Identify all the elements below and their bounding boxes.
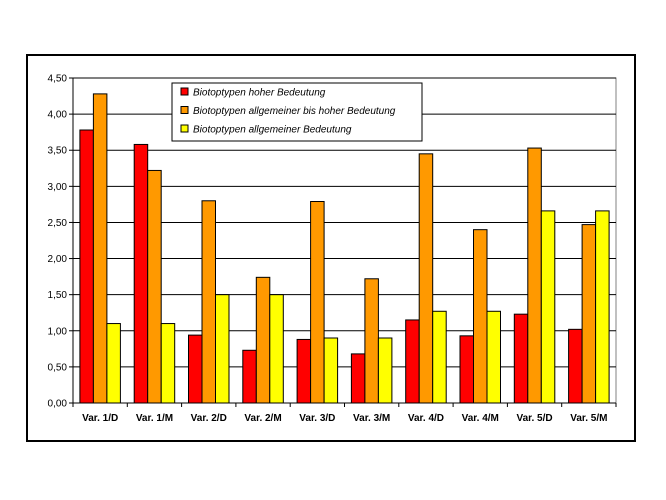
x-tick-label: Var. 5/D — [516, 413, 552, 424]
bar — [255, 276, 271, 404]
x-tick-label: Var. 1/M — [136, 413, 173, 424]
bar — [160, 323, 176, 404]
bar — [147, 169, 162, 404]
y-tick-label: 2,00 — [48, 254, 68, 265]
x-tick-label: Var. 3/M — [353, 413, 390, 424]
bar — [527, 147, 542, 404]
x-tick-label: Var. 1/D — [82, 413, 118, 424]
x-tick-label: Var. 2/D — [191, 413, 227, 424]
bar — [310, 201, 325, 404]
x-tick-label: Var. 2/M — [244, 413, 281, 424]
y-tick-label: 4,50 — [48, 74, 68, 85]
bar — [581, 224, 597, 404]
bar — [364, 278, 379, 404]
y-tick-label: 2,50 — [48, 218, 68, 229]
x-tick-label: Var. 4/D — [408, 413, 444, 424]
bar — [188, 334, 203, 404]
bar — [432, 310, 447, 404]
bar — [79, 129, 94, 404]
legend-label: Biotoptypen allgemeiner bis hoher Bedeut… — [193, 106, 396, 117]
bar — [405, 319, 420, 404]
y-tick-label: 3,50 — [48, 146, 68, 157]
legend-swatch — [180, 106, 189, 114]
bar — [568, 328, 583, 404]
bar — [473, 229, 488, 404]
y-tick-label: 3,00 — [48, 182, 68, 193]
bar — [296, 338, 312, 404]
legend-label: Biotoptypen hoher Bedeutung — [193, 88, 326, 99]
x-tick-label: Var. 4/M — [462, 413, 499, 424]
bar — [201, 200, 216, 404]
bar — [269, 294, 284, 404]
bar — [350, 353, 366, 404]
y-tick-label: 0,00 — [48, 399, 68, 410]
bar — [486, 310, 501, 404]
y-tick-label: 1,00 — [48, 326, 68, 337]
y-tick-label: 4,00 — [48, 110, 68, 121]
legend-label: Biotoptypen allgemeiner Bedeutung — [193, 125, 352, 136]
x-tick-label: Var. 3/D — [299, 413, 335, 424]
bar — [459, 335, 474, 404]
x-tick-label: Var. 5/M — [570, 413, 607, 424]
bar — [540, 210, 556, 404]
bar — [418, 153, 434, 404]
bar — [377, 337, 393, 404]
bar — [92, 93, 108, 404]
bar — [215, 294, 230, 404]
legend-swatch — [180, 87, 189, 96]
bar — [242, 349, 257, 404]
bar — [513, 313, 529, 404]
bar — [106, 323, 121, 404]
legend-box — [171, 82, 423, 142]
legend-swatch — [180, 124, 189, 133]
bar — [595, 210, 610, 404]
y-tick-label: 0,50 — [48, 362, 68, 373]
bar — [323, 337, 339, 404]
bar — [133, 143, 149, 404]
y-tick-label: 1,50 — [48, 290, 68, 301]
